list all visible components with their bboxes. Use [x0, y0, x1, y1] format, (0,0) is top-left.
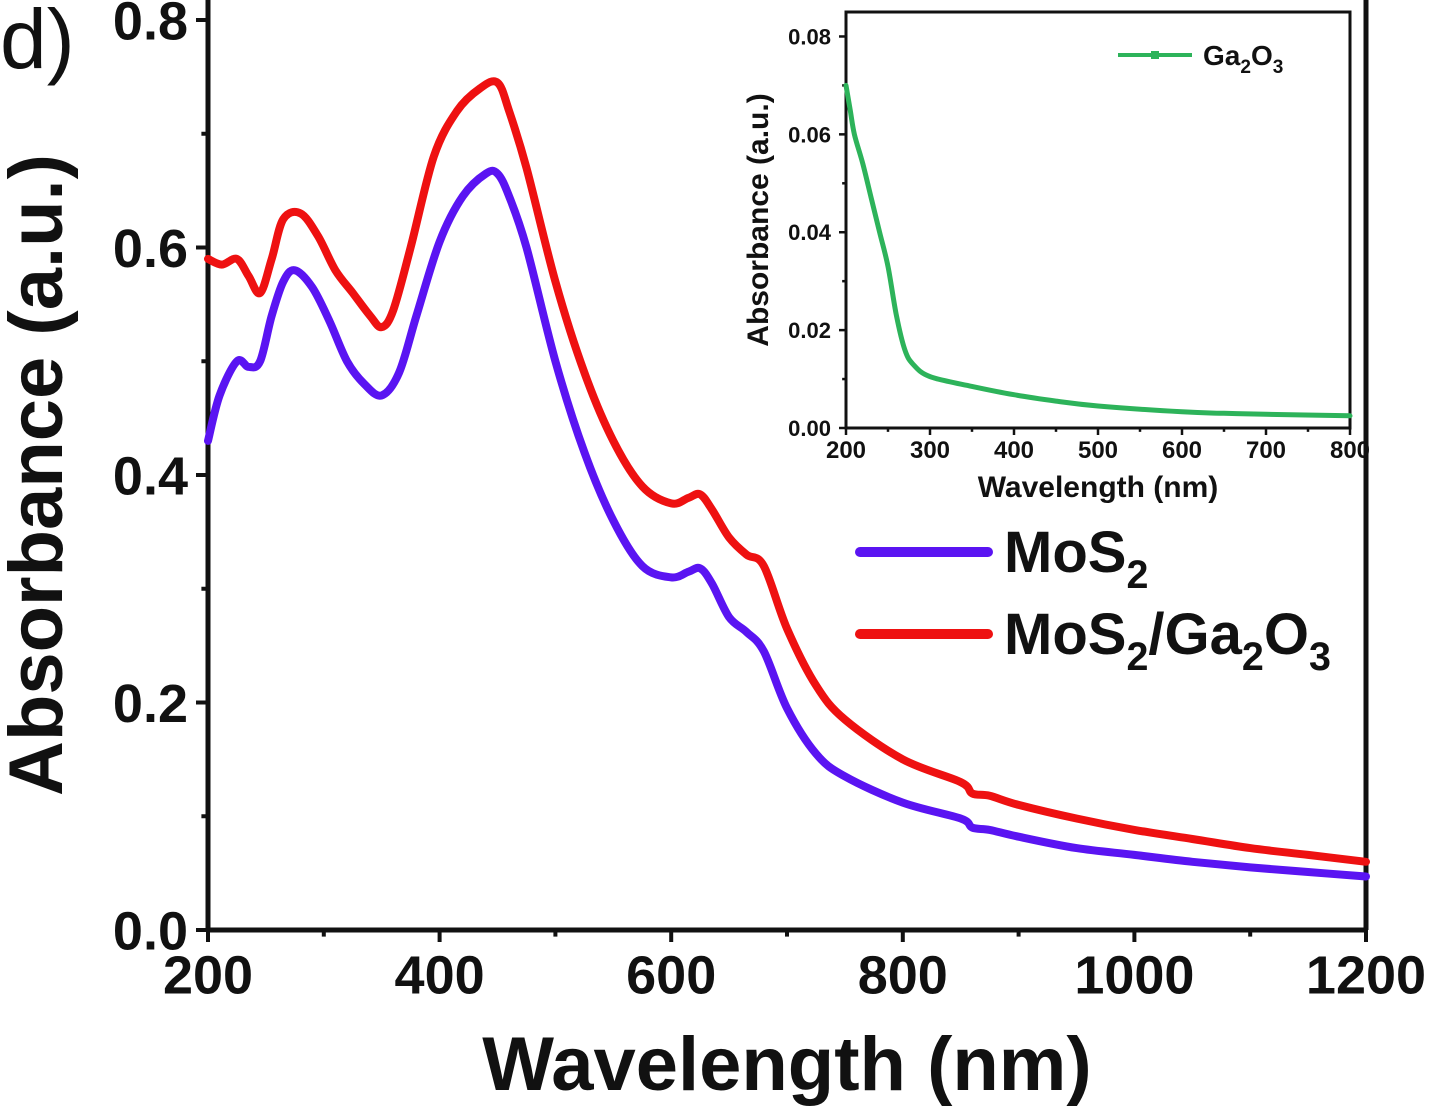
legend-text-part: O	[1251, 40, 1273, 71]
inset-legend-marker	[1151, 51, 1159, 59]
legend-text-part: 3	[1273, 57, 1284, 78]
x-tick-label: 1000	[1074, 945, 1194, 1005]
legend-text-part: MoS	[1004, 520, 1126, 585]
y-tick-label: 0.2	[113, 674, 188, 734]
legend-label: MoS2	[1004, 520, 1148, 597]
legend-label: MoS2/Ga2O3	[1004, 602, 1331, 679]
x-tick-label: 800	[1330, 437, 1370, 464]
x-tick-label: 400	[994, 437, 1034, 464]
y-tick-label: 0.4	[113, 446, 188, 506]
series-line-0	[204, 166, 1370, 881]
legend-text-part: 2	[1242, 635, 1264, 679]
x-axis-title: Wavelength (nm)	[482, 1022, 1091, 1107]
x-tick-label: 600	[626, 945, 716, 1005]
y-axis-title: Absorbance (a.u.)	[0, 154, 79, 796]
x-tick-label: 300	[910, 437, 950, 464]
legend-text-part: Ga	[1203, 40, 1241, 71]
y-tick-label: 0.08	[788, 24, 831, 49]
x-tick-label: 800	[858, 945, 948, 1005]
inset-legend-label: Ga2O3	[1203, 40, 1283, 78]
x-tick-label: 1200	[1306, 945, 1426, 1005]
panel-label: d)	[0, 0, 75, 86]
legend-text-part: 2	[1240, 57, 1251, 78]
series-line-1	[204, 77, 1370, 866]
legend-text-part: O	[1264, 602, 1309, 667]
y-tick-label: 0.0	[113, 901, 188, 961]
inset-legend: Ga2O3	[1118, 40, 1283, 78]
y-tick-label: 0.06	[788, 122, 831, 147]
y-tick-label: 0.02	[788, 318, 831, 343]
x-tick-label: 500	[1078, 437, 1118, 464]
y-tick-label: 0.6	[113, 219, 188, 279]
y-axis-title: Absorbance (a.u.)	[742, 93, 775, 346]
legend-text-part: MoS	[1004, 602, 1126, 667]
inset-plot: 200 300 400 500 600 700 800 0.00 0.02 0.04 0.06 0.0…	[742, 10, 1370, 504]
y-tick-label: 0.04	[788, 220, 832, 245]
x-tick-label: 400	[395, 945, 485, 1005]
y-tick-label: 0.8	[113, 0, 188, 51]
x-tick-label: 700	[1246, 437, 1286, 464]
legend-text-part: 3	[1309, 635, 1331, 679]
x-tick-label: 600	[1162, 437, 1202, 464]
series-line-0	[843, 82, 1353, 419]
legend-text-part: /Ga	[1148, 602, 1242, 667]
x-tick-label: 200	[826, 437, 866, 464]
legend-text-part: 2	[1126, 553, 1148, 597]
x-axis-title: Wavelength (nm)	[978, 471, 1219, 504]
plot-frame	[844, 10, 1352, 430]
y-tick-label: 0.00	[788, 416, 831, 441]
legend-text-part: 2	[1126, 635, 1148, 679]
x-tick-label: 200	[163, 945, 253, 1005]
